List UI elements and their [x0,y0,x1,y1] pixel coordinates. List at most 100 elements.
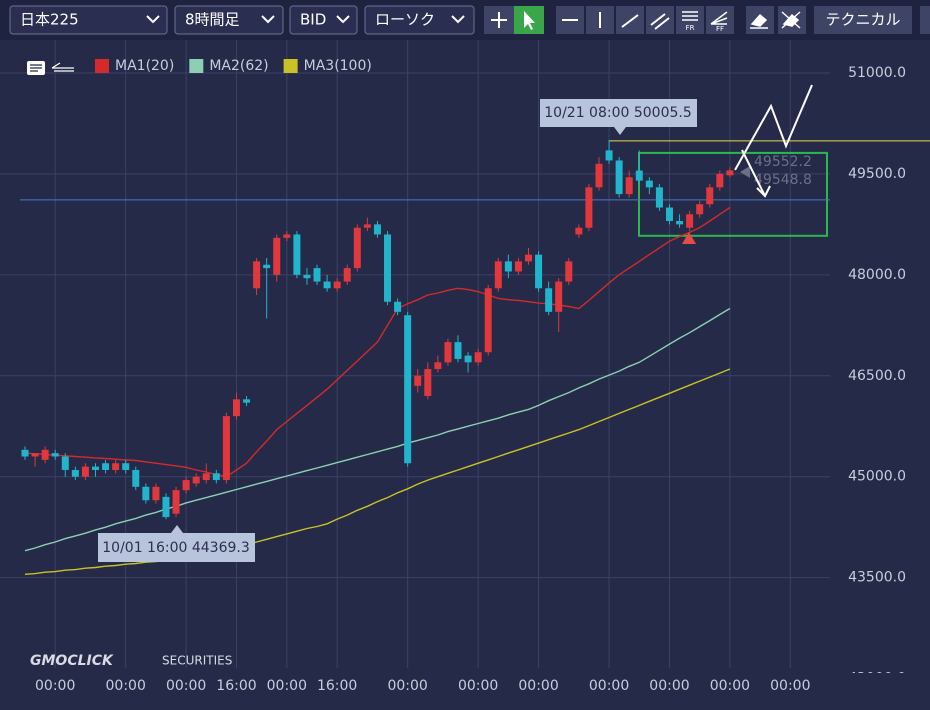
legend-swatch [95,59,109,73]
candle-body [373,224,381,235]
candle-body [132,469,140,487]
ask-price: 49548.8 [754,172,812,188]
candle-body [625,177,633,195]
ma-line [24,206,731,478]
candle-body [494,261,502,289]
price-pointer [740,166,750,178]
candle-body [102,463,110,470]
candle-body [595,163,603,188]
candle-body [202,473,210,481]
candle-body [112,463,120,470]
low-marker [682,232,696,244]
candle-body [283,234,291,238]
channel-button[interactable] [646,6,674,34]
x-tick-label: 00:00 [166,678,206,694]
candle-body [21,449,29,457]
icon [710,11,728,25]
candle-body [273,237,281,275]
icon [750,13,768,29]
legend-label: MA1(20) [115,58,174,74]
x-tick-label: 00:00 [35,678,75,694]
candle-body [384,234,392,302]
candle-body [545,288,553,312]
candle-body [575,227,583,235]
annotation-box [540,99,697,127]
select[interactable] [9,5,168,35]
candle-body [323,281,331,289]
annotation-box [98,533,255,562]
candle-body [172,490,180,514]
annotation: 10/21 08:00 50005.5 [544,105,692,121]
chevron [451,15,465,24]
candle-body [142,486,150,501]
y-tick-label: 49500.0 [848,166,906,182]
select[interactable] [364,5,475,35]
annotation-pointer [614,127,626,135]
legend-swatch [283,59,298,73]
ma-line [24,307,731,552]
select[interactable] [174,5,284,35]
x-tick-label: 00:00 [770,678,810,694]
candle-body [585,187,593,228]
chevron [261,15,275,24]
candle-body [313,268,321,282]
legend-label: MA2(62) [209,58,268,74]
candle-body [253,261,261,289]
select-label: 日本225 [20,11,79,29]
candle-body [31,453,39,457]
chevron [146,15,160,24]
candle-body [222,416,230,481]
candle-body [71,469,79,477]
logo: GMOCLICK SECURITIES [30,653,232,669]
candle-body [665,207,673,222]
button-label: テクニカル [825,11,900,29]
candle-body [444,342,452,363]
candle-body [635,170,643,181]
candle-body [303,274,311,279]
icon [524,11,535,30]
icon [30,64,42,72]
icon [491,12,507,28]
legend-label: MA3(100) [304,58,372,74]
candle-body [504,261,512,272]
technical-button[interactable] [814,6,912,34]
candle-body [162,496,170,518]
x-tick-label: 00:00 [267,678,307,694]
candle-body [696,204,704,215]
y-tick-label: 51000.0 [848,65,906,81]
x-tick-label: 00:00 [710,678,750,694]
candle-body [484,288,492,353]
icon [781,11,801,29]
candle-body [212,473,220,481]
icon [51,62,74,72]
y-tick-label: 43500.0 [848,570,906,586]
candle-body [81,466,89,477]
candle-body [434,362,442,370]
candle-body [243,399,251,403]
candle-body [525,254,532,262]
more-button[interactable] [920,6,930,34]
x-tick-label: 00:00 [589,678,629,694]
candle-body [61,456,69,470]
candle-body [726,170,734,176]
x-tick-label: 00:00 [106,678,146,694]
candle-body [535,254,543,289]
x-tick-label: 00:00 [458,678,498,694]
candle-body [424,369,432,396]
chevron [336,15,350,24]
candle-body [192,476,200,484]
x-tick-label: 00:00 [649,678,689,694]
candle-body [122,463,130,470]
candle-body [41,449,49,460]
candle-body [404,315,412,464]
y-tick-label: 46500.0 [848,368,906,384]
select[interactable] [289,5,358,35]
candle-body [645,180,653,188]
last-price: 49552.2 [754,154,812,170]
logo-suffix: SECURITIES [162,654,232,668]
toolbar: 日本225 8時間足 BID ローソク FR FF テクニカル [0,0,930,40]
select-label: BID [300,11,326,29]
icon [621,14,639,28]
candle-body [676,221,684,225]
